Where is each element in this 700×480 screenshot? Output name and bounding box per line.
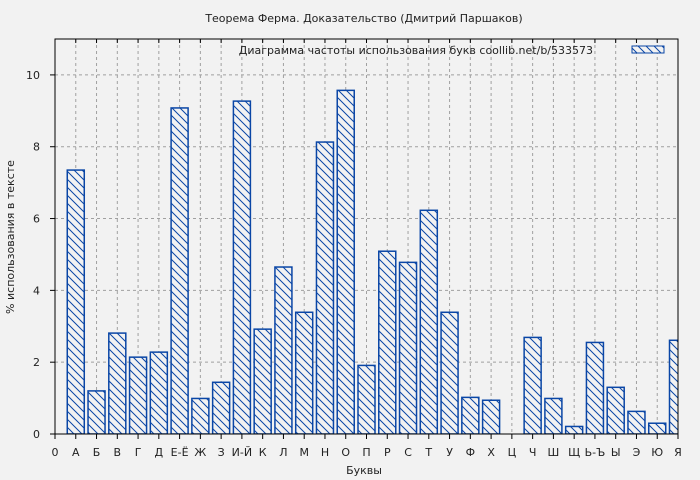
bar-Б — [87, 390, 106, 434]
bar-З — [211, 381, 231, 434]
bar-О — [336, 89, 355, 434]
bar-Г — [128, 356, 148, 434]
y-axis-label: % использования в тексте — [4, 160, 17, 314]
x-tick-label: Д — [155, 446, 164, 459]
y-tick-label: 10 — [26, 69, 40, 82]
x-tick-label: П — [362, 446, 370, 459]
x-tick-label: Е-Ё — [171, 446, 189, 459]
x-tick-label: У — [446, 446, 453, 459]
x-tick-label: Ы — [611, 446, 621, 459]
bar-Щ — [564, 425, 584, 434]
bar-Х — [481, 399, 501, 434]
chart-title: Теорема Ферма. Доказательство (Дмитрий П… — [205, 12, 523, 25]
bar-У — [440, 311, 459, 434]
y-tick-label: 0 — [33, 428, 40, 441]
bar-П — [357, 364, 376, 434]
bar-Ш — [544, 397, 563, 434]
x-tick-label: С — [404, 446, 412, 459]
bar-Ю — [647, 422, 667, 434]
legend: Диаграмма частоты использования букв coo… — [239, 44, 665, 57]
x-tick-label: Т — [424, 446, 432, 459]
bar-М — [294, 311, 314, 434]
y-tick-label: 4 — [33, 284, 40, 297]
x-tick-label: Ф — [466, 446, 475, 459]
bar-Т — [419, 209, 439, 434]
x-tick-label: К — [259, 446, 267, 459]
x-tick-label: Ж — [194, 446, 206, 459]
x-tick-label: Г — [135, 446, 142, 459]
bar-Р — [378, 250, 397, 434]
x-tick-label: Х — [487, 446, 495, 459]
x-tick-label: Ю — [651, 446, 663, 459]
bar-Ж — [191, 397, 210, 434]
x-tick-label: Щ — [568, 446, 580, 459]
x-tick-label: Ь-Ъ — [585, 446, 606, 459]
x-tick-label: Ц — [508, 446, 517, 459]
bars — [66, 89, 678, 434]
bar-Н — [315, 141, 335, 434]
x-tick-label: А — [72, 446, 80, 459]
bar-Ь-Ъ — [585, 341, 605, 434]
bar-К — [253, 328, 272, 434]
bar-А — [66, 169, 86, 434]
x-tick-label: Э — [633, 446, 641, 459]
legend-label: Диаграмма частоты использования букв coo… — [239, 44, 593, 57]
x-tick-label: В — [114, 446, 122, 459]
x-tick-label: Л — [279, 446, 287, 459]
y-tick-label: 2 — [33, 356, 40, 369]
bar-Я — [668, 339, 678, 434]
x-tick-label: Н — [321, 446, 329, 459]
bar-Э — [627, 410, 646, 434]
x-tick-label: О — [341, 446, 350, 459]
x-tick-label: И-Й — [232, 446, 252, 459]
bar-Ч — [523, 336, 542, 434]
x-tick-label: Ч — [529, 446, 537, 459]
x-tick-label: Ш — [548, 446, 560, 459]
bar-В — [108, 332, 127, 434]
x-tick-label: З — [218, 446, 225, 459]
bar-С — [398, 261, 418, 434]
x-tick-label: 0 — [52, 446, 59, 459]
x-axis: 0 А Б В Г Д Е-Ё Ж З И-Й К Л М Н О П Р С Т У Ф Х Ц Ч Ш Щ Ь-Ъ Ы Э Ю Я — [52, 39, 682, 459]
x-tick-label: М — [299, 446, 309, 459]
bar-Е-Ё — [170, 107, 189, 434]
bar-Л — [274, 266, 293, 434]
y-tick-label: 8 — [33, 141, 40, 154]
x-tick-label: Р — [384, 446, 391, 459]
legend-swatch — [631, 45, 665, 54]
x-axis-label: Буквы — [346, 464, 382, 477]
x-tick-label: Б — [93, 446, 101, 459]
x-tick-label: Я — [674, 446, 682, 459]
bar-Ф — [461, 396, 480, 434]
bar-Ы — [606, 386, 625, 434]
y-axis: 0 2 4 6 8 10 — [26, 69, 55, 441]
y-tick-label: 6 — [33, 213, 40, 226]
bar-Д — [149, 351, 169, 434]
bar-И-Й — [232, 100, 252, 434]
